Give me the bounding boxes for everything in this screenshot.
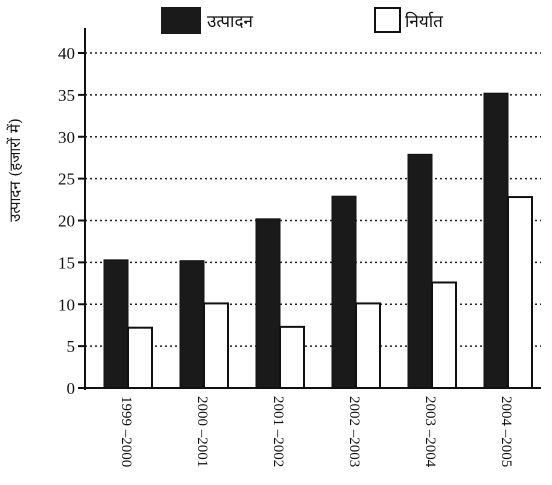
bars [103, 92, 533, 390]
x-category-label: 1999 –2000 [118, 396, 134, 467]
legend-swatch-production [161, 7, 201, 34]
y-tick-label: 35 [58, 86, 75, 105]
legend: उत्पादन निर्यात [161, 7, 443, 34]
y-tick-label: 10 [58, 295, 75, 314]
x-category-label: 2003 –2004 [422, 396, 438, 468]
y-axis-label: उत्पादन (हजारों में) [6, 118, 24, 222]
x-category-labels: 1999 –2000 2000 –2001 2001 –2002 2002 –2003… [118, 396, 514, 468]
bar-export [507, 196, 533, 389]
bar-export [355, 302, 381, 390]
y-tick-label: 5 [67, 337, 76, 356]
bar-production [483, 92, 509, 389]
bar-production [331, 195, 357, 389]
y-tick-label: 0 [67, 379, 76, 398]
bar-production [179, 260, 205, 389]
gridlines [85, 52, 541, 347]
bar-production [103, 259, 129, 389]
x-category-label: 2000 –2001 [194, 396, 210, 467]
y-tick-label: 40 [58, 44, 75, 63]
legend-label-production: उत्पादन [207, 12, 253, 32]
legend-label-export: निर्यात [405, 11, 443, 32]
y-tick-label: 30 [58, 128, 75, 147]
x-category-label: 2001 –2002 [270, 396, 286, 467]
y-tick-label: 15 [58, 253, 75, 272]
y-tick-label: 20 [58, 212, 75, 231]
axes [84, 28, 541, 390]
bar-production [407, 153, 433, 389]
bar-export [279, 325, 305, 389]
legend-swatch-export [374, 7, 401, 33]
y-tick-label: 25 [58, 170, 75, 189]
bar-export [203, 302, 229, 390]
x-category-label: 2002 –2003 [346, 396, 362, 467]
bar-production [255, 218, 281, 389]
bar-export [127, 326, 153, 390]
bar-export [431, 281, 457, 390]
x-category-label: 2004 –2005 [498, 396, 514, 467]
y-tick-labels: 0 5 10 15 20 25 30 35 40 [58, 44, 85, 398]
